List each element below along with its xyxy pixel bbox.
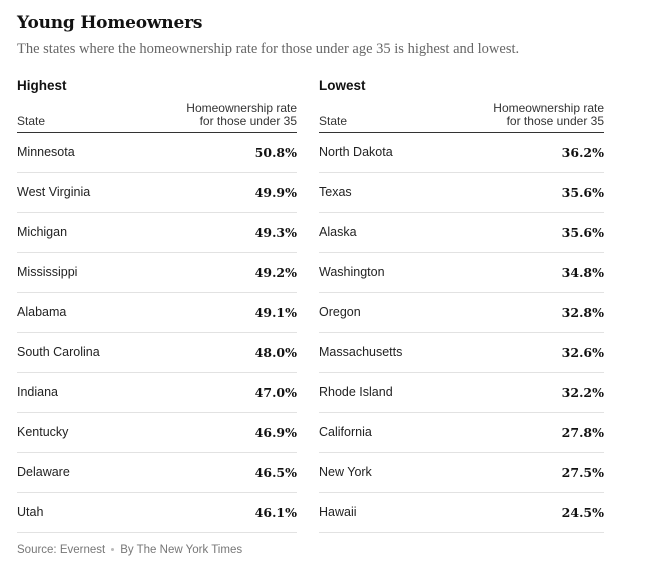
state-cell: New York <box>319 465 372 479</box>
table-row: Hawaii 24.5% <box>319 493 604 533</box>
rate-cell: 46.5% <box>254 465 297 480</box>
state-cell: North Dakota <box>319 145 393 159</box>
highest-table: Highest State Homeownership rate for tho… <box>17 78 297 533</box>
rate-column-header-line1: Homeownership rate <box>186 101 297 115</box>
rate-column-header-line2: for those under 35 <box>506 114 604 128</box>
table-row: Kentucky 46.9% <box>17 413 297 453</box>
tables-area: Highest State Homeownership rate for tho… <box>17 78 637 538</box>
rate-cell: 35.6% <box>561 225 604 240</box>
state-cell: California <box>319 425 372 439</box>
graphic-subtitle: The states where the homeownership rate … <box>17 41 520 57</box>
state-cell: Mississippi <box>17 265 78 279</box>
rate-cell: 35.6% <box>561 185 604 200</box>
source-line: Source: Evernest By The New York Times <box>17 543 242 557</box>
lowest-table-header: State Homeownership rate for those under… <box>319 98 604 133</box>
rate-cell: 49.2% <box>254 265 297 280</box>
table-row: Washington 34.8% <box>319 253 604 293</box>
rate-cell: 49.1% <box>254 305 297 320</box>
separator-dot-icon <box>111 548 115 552</box>
state-column-header: State <box>17 114 46 128</box>
byline-text: By The New York Times <box>120 544 243 556</box>
highest-table-header: State Homeownership rate for those under… <box>17 98 297 133</box>
lowest-table-title: Lowest <box>319 78 366 93</box>
rate-cell: 47.0% <box>254 385 297 400</box>
rate-cell: 32.2% <box>561 385 604 400</box>
state-cell: Washington <box>319 265 385 279</box>
table-row: South Carolina 48.0% <box>17 333 297 373</box>
state-cell: Oregon <box>319 305 361 319</box>
rate-cell: 50.8% <box>254 145 297 160</box>
state-cell: West Virginia <box>17 185 91 199</box>
table-row: Rhode Island 32.2% <box>319 373 604 413</box>
graphic-title: Young Homeowners <box>17 13 203 33</box>
rate-cell: 27.5% <box>561 465 604 480</box>
state-cell: Utah <box>17 505 44 519</box>
highest-table-title: Highest <box>17 78 67 93</box>
rate-cell: 49.9% <box>254 185 297 200</box>
table-row: Minnesota 50.8% <box>17 133 297 173</box>
rate-column-header-line2: for those under 35 <box>199 114 297 128</box>
rate-column-header-line1: Homeownership rate <box>493 101 604 115</box>
rate-column-header: Homeownership rate for those under 35 <box>157 102 297 128</box>
state-cell: Michigan <box>17 225 68 239</box>
rate-cell: 48.0% <box>254 345 297 360</box>
state-cell: Alaska <box>319 225 357 239</box>
table-row: North Dakota 36.2% <box>319 133 604 173</box>
rate-cell: 49.3% <box>254 225 297 240</box>
table-row: Massachusetts 32.6% <box>319 333 604 373</box>
rate-cell: 46.9% <box>254 425 297 440</box>
rate-cell: 36.2% <box>561 145 604 160</box>
table-row: Michigan 49.3% <box>17 213 297 253</box>
state-cell: Massachusetts <box>319 345 403 359</box>
table-row: West Virginia 49.9% <box>17 173 297 213</box>
state-cell: Minnesota <box>17 145 75 159</box>
lowest-table: Lowest State Homeownership rate for thos… <box>319 78 604 533</box>
lowest-table-body: North Dakota 36.2% Texas 35.6% Alaska 35.6%… <box>319 133 604 533</box>
table-row: Texas 35.6% <box>319 173 604 213</box>
rate-cell: 32.8% <box>561 305 604 320</box>
table-row: Indiana 47.0% <box>17 373 297 413</box>
state-cell: Rhode Island <box>319 385 393 399</box>
rate-cell: 24.5% <box>561 505 604 520</box>
table-row: Mississippi 49.2% <box>17 253 297 293</box>
table-row: Alabama 49.1% <box>17 293 297 333</box>
table-row: Alaska 35.6% <box>319 213 604 253</box>
rate-column-header: Homeownership rate for those under 35 <box>464 102 604 128</box>
table-row: Delaware 46.5% <box>17 453 297 493</box>
rate-cell: 27.8% <box>561 425 604 440</box>
state-cell: South Carolina <box>17 345 100 359</box>
state-cell: Indiana <box>17 385 59 399</box>
state-cell: Kentucky <box>17 425 69 439</box>
state-cell: Alabama <box>17 305 67 319</box>
state-column-header: State <box>319 114 348 128</box>
source-text: Source: Evernest <box>17 544 106 556</box>
table-row: Oregon 32.8% <box>319 293 604 333</box>
table-row: California 27.8% <box>319 413 604 453</box>
graphic-container: Young Homeowners The states where the ho… <box>17 12 637 556</box>
state-cell: Hawaii <box>319 505 357 519</box>
state-cell: Delaware <box>17 465 70 479</box>
table-row: Utah 46.1% <box>17 493 297 533</box>
state-cell: Texas <box>319 185 352 199</box>
rate-cell: 34.8% <box>561 265 604 280</box>
table-row: New York 27.5% <box>319 453 604 493</box>
rate-cell: 46.1% <box>254 505 297 520</box>
rate-cell: 32.6% <box>561 345 604 360</box>
highest-table-body: Minnesota 50.8% West Virginia 49.9% Michig… <box>17 133 297 533</box>
